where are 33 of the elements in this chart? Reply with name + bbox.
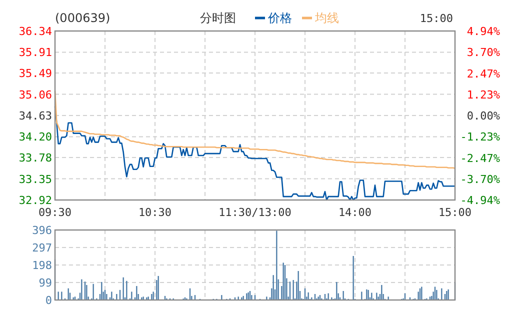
y-tick-label: 36.34 bbox=[18, 25, 52, 38]
x-tick-label: 09:30 bbox=[38, 206, 72, 219]
y2-tick-label: -4.94% bbox=[460, 194, 500, 207]
y-tick-label: 33.78 bbox=[18, 152, 52, 165]
legend-label: 价格 bbox=[267, 11, 292, 25]
y-tick-label: 396 bbox=[32, 224, 52, 237]
y-tick-label: 35.91 bbox=[18, 46, 52, 60]
y-tick-label: 0 bbox=[45, 294, 52, 307]
y-tick-label: 198 bbox=[32, 259, 52, 272]
y-tick-label: 33.35 bbox=[18, 172, 52, 186]
y-tick-label: 99 bbox=[38, 276, 52, 290]
text: 15:00 bbox=[420, 12, 453, 25]
y-tick-label: 35.06 bbox=[18, 88, 52, 102]
y2-tick-label: 1.23% bbox=[466, 88, 500, 102]
y2-tick-label: 4.94% bbox=[466, 25, 500, 38]
y2-tick-label: -1.23% bbox=[460, 130, 500, 144]
y-tick-label: 34.20 bbox=[18, 130, 52, 144]
legend-label: 均线 bbox=[314, 11, 339, 25]
y2-tick-label: 0.00% bbox=[466, 110, 500, 122]
y2-tick-label: 2.47% bbox=[466, 67, 500, 80]
y2-tick-label: -3.70% bbox=[460, 172, 500, 186]
y-tick-label: 32.92 bbox=[18, 194, 52, 207]
chart-title: (000639) bbox=[55, 11, 110, 25]
x-tick-label: 14:00 bbox=[338, 206, 372, 219]
chart-subtitle: 分时图 bbox=[200, 11, 236, 25]
x-tick-label: 11:30/13:00 bbox=[218, 206, 292, 219]
x-tick-label: 10:30 bbox=[138, 206, 172, 219]
y-tick-label: 34.63 bbox=[18, 110, 52, 122]
y2-tick-label: -2.47% bbox=[460, 152, 500, 165]
x-tick-label: 15:00 bbox=[438, 206, 472, 219]
y2-tick-label: 3.70% bbox=[466, 46, 500, 60]
y-tick-label: 35.49 bbox=[18, 67, 52, 80]
y-tick-label: 297 bbox=[32, 242, 52, 254]
